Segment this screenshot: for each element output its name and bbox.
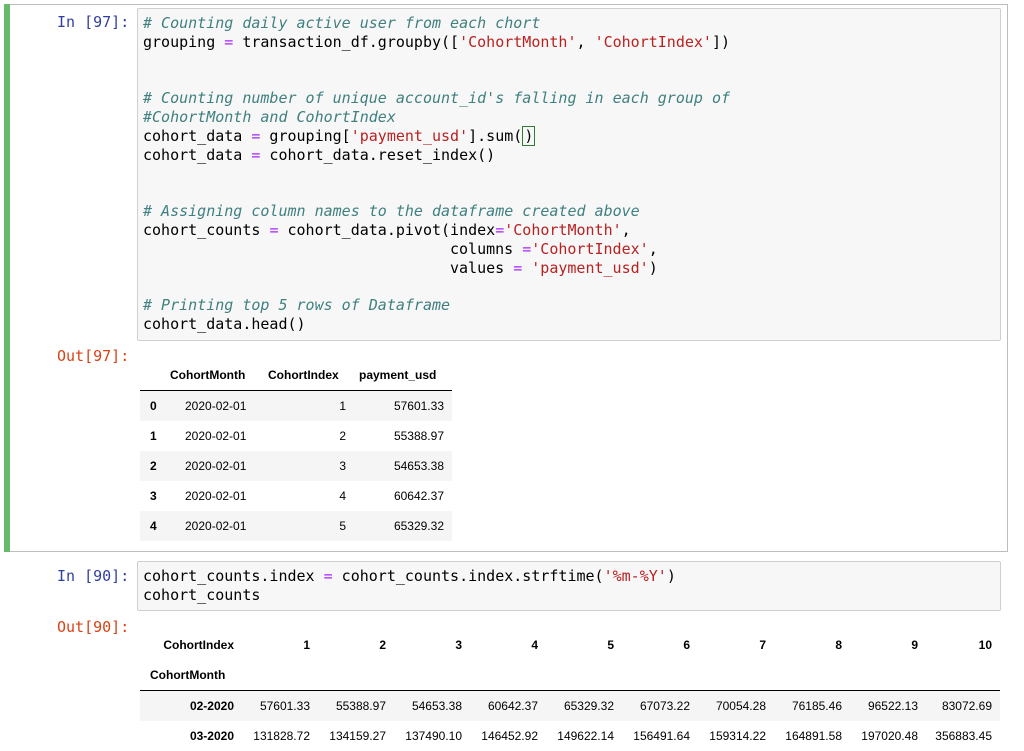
out-prompt: Out[90]: <box>57 618 130 636</box>
table-cell: 57601.33 <box>393 399 444 413</box>
table-cell: 54653.38 <box>393 459 444 473</box>
code-line: # Printing top 5 rows of Dataframe <box>143 296 451 314</box>
row-index: 2 <box>150 459 157 473</box>
in-prompt: In [90]: <box>57 567 130 585</box>
table-row: 1 2020-02-01 2 55388.97 <box>140 421 452 451</box>
column-header: 4 <box>531 638 538 652</box>
table-cell: 55388.97 <box>393 429 444 443</box>
column-header: 1 <box>303 638 310 652</box>
column-header: 2 <box>379 638 386 652</box>
code-line: cohort_counts.index = cohort_counts.inde… <box>143 567 676 585</box>
table-cell: 146452.92 <box>481 729 538 743</box>
code-line: cohort_data.head() <box>143 315 306 333</box>
index-name: CohortMonth <box>150 668 226 682</box>
columns-name: CohortIndex <box>163 638 234 652</box>
row-label: 03-2020 <box>189 729 234 743</box>
table-row: 0 2020-02-01 1 57601.33 <box>140 391 452 421</box>
table-cell: 57601.33 <box>259 699 310 713</box>
code-line: #CohortMonth and CohortIndex <box>143 108 396 126</box>
out-prompt: Out[97]: <box>57 347 130 365</box>
code-line: cohort_counts = cohort_data.pivot(index=… <box>143 221 631 239</box>
row-index: 0 <box>150 399 157 413</box>
table-cell: 4 <box>339 489 346 503</box>
code-line: cohort_counts <box>143 586 261 604</box>
table-cell: 2020-02-01 <box>185 459 247 473</box>
code-line: # Assigning column names to the datafram… <box>143 202 640 220</box>
code-editor[interactable]: cohort_counts.index = cohort_counts.inde… <box>137 561 1001 611</box>
column-header: 7 <box>759 638 766 652</box>
table-cell: 3 <box>339 459 346 473</box>
code-line: grouping = transaction_df.groupby(['Coho… <box>143 33 731 51</box>
table-header-row: CohortMonth CohortIndex payment_usd <box>140 360 452 391</box>
code-line: cohort_data = cohort_data.reset_index() <box>143 146 496 164</box>
column-header: 8 <box>835 638 842 652</box>
table-cell: 137490.10 <box>405 729 462 743</box>
table-cell: 60642.37 <box>487 699 538 713</box>
table-cell: 76185.46 <box>791 699 842 713</box>
column-header: CohortIndex <box>268 368 339 382</box>
table-row: 03-2020 131828.72 134159.27 137490.10 14… <box>140 721 1000 751</box>
table-cell: 60642.37 <box>393 489 444 503</box>
table-cell: 83072.69 <box>941 699 992 713</box>
table-cell: 2020-02-01 <box>185 519 247 533</box>
table-cell: 156491.64 <box>633 729 690 743</box>
code-line: # Counting number of unique account_id's… <box>143 89 730 107</box>
column-header: payment_usd <box>359 368 437 382</box>
table-cell: 67073.22 <box>639 699 690 713</box>
code-editor[interactable]: # Counting daily active user from each c… <box>137 8 1001 341</box>
table-cell: 197020.48 <box>861 729 918 743</box>
table-cell: 131828.72 <box>253 729 310 743</box>
table-cell: 149622.14 <box>557 729 614 743</box>
in-prompt: In [97]: <box>57 13 130 31</box>
table-row: 2 2020-02-01 3 54653.38 <box>140 451 452 481</box>
column-header: 5 <box>607 638 614 652</box>
row-index: 1 <box>150 429 157 443</box>
code-line: values = 'payment_usd') <box>450 259 658 277</box>
text-cursor: ) <box>522 126 536 146</box>
dataframe-output: CohortMonth CohortIndex payment_usd 0 20… <box>140 360 452 542</box>
code-line: columns ='CohortIndex', <box>450 240 658 258</box>
table-cell: 2020-02-01 <box>185 489 247 503</box>
table-cell: 159314.22 <box>709 729 766 743</box>
table-cell: 55388.97 <box>335 699 386 713</box>
table-row: 3 2020-02-01 4 60642.37 <box>140 481 452 511</box>
table-cell: 5 <box>339 519 346 533</box>
table-cell: 134159.27 <box>329 729 386 743</box>
row-index: 3 <box>150 489 157 503</box>
table-cell: 2020-02-01 <box>185 429 247 443</box>
row-index: 4 <box>150 519 157 533</box>
table-cell: 70054.28 <box>715 699 766 713</box>
column-header: 3 <box>455 638 462 652</box>
table-cell: 65329.32 <box>393 519 444 533</box>
table-cell: 164891.58 <box>785 729 842 743</box>
table-cell: 356883.45 <box>935 729 992 743</box>
table-header-row: CohortIndex 1 2 3 4 5 6 7 8 9 10 <box>140 630 1000 660</box>
column-header: 10 <box>978 638 992 652</box>
pivot-table-output: CohortIndex 1 2 3 4 5 6 7 8 9 10 CohortM… <box>140 630 1000 749</box>
table-cell: 65329.32 <box>563 699 614 713</box>
table-row: 4 2020-02-01 5 65329.32 <box>140 511 452 541</box>
code-line: cohort_data = grouping['payment_usd'].su… <box>143 126 536 146</box>
table-cell: 96522.13 <box>867 699 918 713</box>
selection-indicator <box>4 4 10 552</box>
row-label: 02-2020 <box>189 699 234 713</box>
table-cell: 1 <box>339 399 346 413</box>
column-header: 9 <box>911 638 918 652</box>
table-cell: 2 <box>339 429 346 443</box>
index-name-row: CohortMonth <box>140 660 1000 691</box>
code-line: # Counting daily active user from each c… <box>143 14 541 32</box>
column-header: 6 <box>683 638 690 652</box>
column-header: CohortMonth <box>170 368 246 382</box>
table-cell: 54653.38 <box>411 699 462 713</box>
table-row: 02-2020 57601.33 55388.97 54653.38 60642… <box>140 691 1000 721</box>
table-cell: 2020-02-01 <box>185 399 247 413</box>
